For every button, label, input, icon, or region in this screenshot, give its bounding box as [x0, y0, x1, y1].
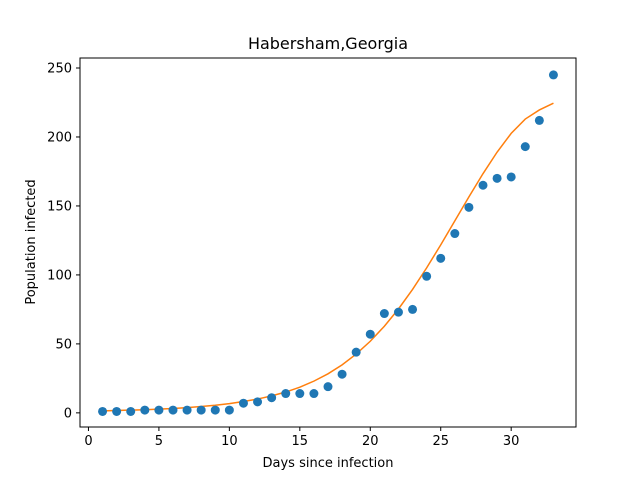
x-tick-label: 20	[362, 434, 379, 449]
axes-frame	[79, 57, 577, 428]
data-point	[309, 389, 319, 399]
data-point	[548, 70, 558, 80]
data-point	[253, 397, 263, 407]
data-point	[365, 329, 375, 339]
x-tick-label: 10	[221, 434, 238, 449]
plot-area: 0 5 10 15 20 25 30 0 50 100 150 200 250	[47, 57, 577, 449]
data-point	[506, 172, 516, 182]
data-point	[295, 389, 305, 399]
data-point	[436, 253, 446, 263]
data-point	[182, 405, 192, 415]
data-point	[168, 405, 178, 415]
y-tick-label: 250	[47, 62, 72, 77]
data-point	[478, 180, 488, 190]
data-point	[393, 307, 403, 317]
data-point	[267, 393, 277, 403]
data-point	[196, 405, 206, 415]
x-tick-label: 25	[432, 434, 449, 449]
x-axis-label: Days since infection	[263, 456, 394, 471]
data-point	[534, 115, 544, 125]
data-point	[351, 347, 361, 357]
data-point	[492, 173, 502, 183]
data-point	[112, 406, 122, 416]
y-tick-label: 50	[55, 337, 72, 352]
x-tick-label: 0	[84, 434, 92, 449]
data-point	[154, 405, 164, 415]
data-point	[281, 389, 291, 399]
chart-title: Habersham,Georgia	[248, 34, 408, 53]
data-point	[450, 229, 460, 239]
data-point	[337, 369, 347, 379]
x-tick-label: 30	[503, 434, 520, 449]
data-point	[520, 142, 530, 152]
data-point	[422, 271, 432, 281]
data-point	[98, 406, 108, 416]
data-point	[238, 398, 248, 408]
data-point	[464, 202, 474, 212]
x-tick-label: 5	[155, 434, 163, 449]
data-point	[224, 405, 234, 415]
x-tick-label: 15	[292, 434, 309, 449]
data-point	[323, 382, 333, 392]
fit-line	[102, 102, 554, 412]
data-point	[379, 309, 389, 319]
data-point	[140, 405, 150, 415]
y-tick-label: 150	[47, 199, 72, 214]
y-tick-label: 100	[47, 268, 72, 283]
data-point	[408, 304, 418, 314]
data-point	[210, 405, 220, 415]
data-point	[126, 406, 136, 416]
y-tick-label: 200	[47, 130, 72, 145]
y-tick-label: 0	[64, 406, 72, 421]
y-axis-label: Population infected	[24, 179, 39, 304]
